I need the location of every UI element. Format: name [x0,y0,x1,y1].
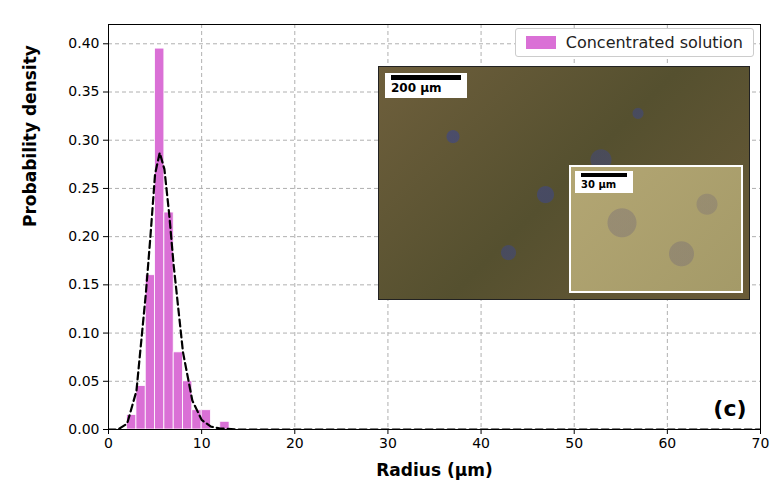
svg-text:Probability density: Probability density [20,45,40,227]
svg-text:40: 40 [472,435,490,451]
svg-text:0: 0 [104,435,113,451]
html-text:Concentrated solution: Concentrated solution [565,33,743,52]
svg-text:70: 70 [752,435,770,451]
svg-text:0.15: 0.15 [68,276,99,292]
svg-text:30: 30 [379,435,397,451]
svg-text:Radius (µm): Radius (µm) [376,460,492,480]
svg-text:20: 20 [286,435,304,451]
svg-text:0.30: 0.30 [68,132,99,148]
svg-text:10: 10 [193,435,211,451]
svg-text:0.25: 0.25 [68,180,99,196]
svg-text:(c): (c) [713,396,746,421]
svg-text:0.40: 0.40 [68,35,99,51]
html-text:30 µm: 30 µm [581,179,617,190]
svg-text:0.05: 0.05 [68,373,99,389]
svg-text:0.10: 0.10 [68,325,99,341]
svg-text:60: 60 [658,435,676,451]
html-text:200 µm: 200 µm [391,81,442,95]
svg-text:0.00: 0.00 [68,421,99,437]
svg-text:50: 50 [565,435,583,451]
svg-text:0.35: 0.35 [68,83,99,99]
svg-text:0.20: 0.20 [68,228,99,244]
